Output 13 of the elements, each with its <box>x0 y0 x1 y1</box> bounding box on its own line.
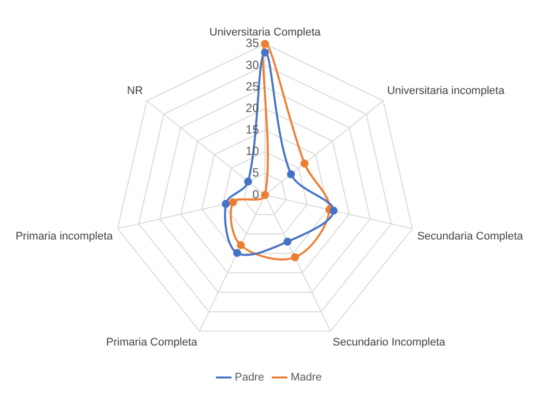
spoke-label: Universitaria incompleta <box>387 85 506 98</box>
y-tick-label: 30 <box>246 58 260 72</box>
y-tick-label: 35 <box>246 36 260 50</box>
y-tick-label: 5 <box>252 166 260 180</box>
spoke-label: Primaria Completa <box>106 336 198 348</box>
legend-label: Madre <box>290 372 322 384</box>
spoke-label: Primaria incompleta <box>16 230 114 242</box>
y-tick-label: 0 <box>252 187 260 202</box>
spoke-label: Secundario Incompleta <box>332 336 446 348</box>
spoke-label: Secundaria Completa <box>417 230 524 242</box>
spoke-label: NR <box>127 85 143 98</box>
legend-label: Padre <box>234 372 264 384</box>
spoke-label: Universitaria Completa <box>209 26 322 38</box>
